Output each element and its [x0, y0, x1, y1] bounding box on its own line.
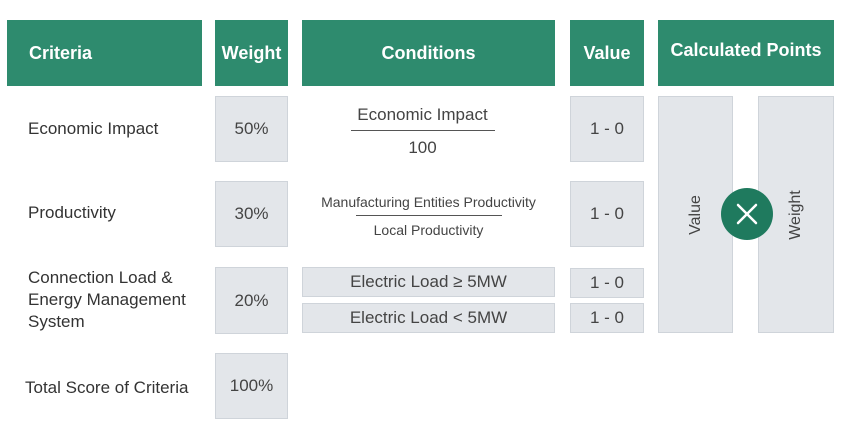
condition-load-above: Electric Load ≥ 5MW	[302, 267, 555, 297]
total-weight: 100%	[215, 353, 288, 419]
header-criteria: Criteria	[7, 20, 202, 86]
weight-connection-load: 20%	[215, 267, 288, 334]
criteria-connection-load: Connection Load & Energy Management Syst…	[28, 268, 186, 331]
calculated-value-column: Value	[658, 96, 733, 333]
fraction-bar	[350, 129, 495, 131]
condition-denominator: Local Productivity	[373, 222, 484, 238]
value-load-below: 1 - 0	[570, 303, 644, 333]
condition-numerator: Manufacturing Entities Productivity	[321, 194, 536, 210]
condition-numerator: Economic Impact	[357, 104, 488, 124]
calculated-value-label: Value	[686, 194, 704, 235]
condition-productivity: Manufacturing Entities Productivity Loca…	[302, 190, 555, 242]
condition-economic-impact: Economic Impact 100	[340, 104, 505, 158]
value-productivity: 1 - 0	[570, 181, 644, 247]
fraction-bar	[355, 215, 502, 216]
condition-denominator: 100	[408, 137, 437, 157]
header-calculated-points: Calculated Points	[658, 20, 834, 86]
header-conditions: Conditions	[302, 20, 555, 86]
weight-economic-impact: 50%	[215, 96, 288, 162]
header-weight: Weight	[215, 20, 288, 86]
value-load-above: 1 - 0	[570, 268, 644, 298]
multiply-icon	[721, 188, 773, 240]
value-economic-impact: 1 - 0	[570, 96, 644, 162]
total-score-label: Total Score of Criteria	[25, 378, 189, 397]
criteria-productivity: Productivity	[28, 203, 116, 222]
weight-productivity: 30%	[215, 181, 288, 247]
condition-load-below: Electric Load < 5MW	[302, 303, 555, 333]
calculated-weight-label: Weight	[786, 189, 804, 240]
header-value: Value	[570, 20, 644, 86]
criteria-economic-impact: Economic Impact	[28, 119, 159, 138]
